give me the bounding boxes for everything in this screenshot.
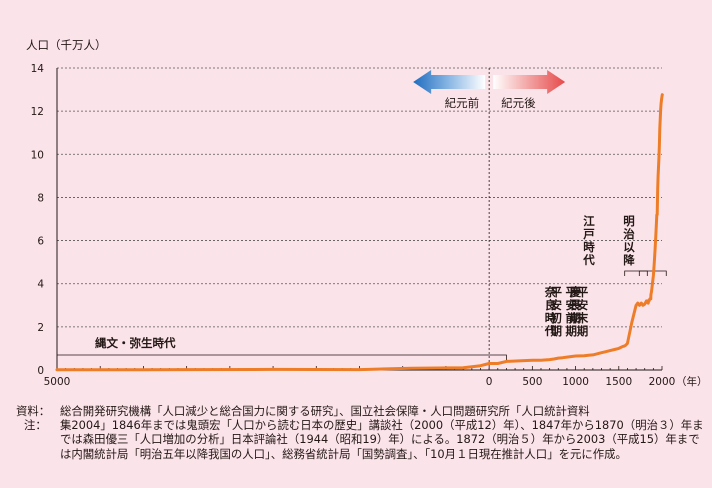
note-label: 注： <box>24 418 47 433</box>
bc-arrow <box>413 70 486 94</box>
meiji-label: 降 <box>623 253 635 267</box>
keicho-label: 慶 <box>570 285 582 299</box>
source-row: 資料： 総合開発研究機構「人口減少と総合国力に関する研究」、国立社会保障・人口問… <box>16 404 706 418</box>
heian-late-label: 期 <box>577 324 589 338</box>
heian-early-label: 平 <box>551 285 563 299</box>
source-label: 資料： <box>16 404 51 418</box>
heian-first-label: 前 <box>565 311 577 325</box>
heian-late-label: 末 <box>577 311 589 325</box>
heian-first-label: 平 <box>565 285 577 299</box>
heian-late-label: 平 <box>577 285 589 299</box>
x-tick-label: 0 <box>486 376 493 388</box>
note-row: 注： 集2004」1846年までは鬼頭宏「人口から読む日本の歴史」講談社（200… <box>16 418 706 461</box>
x-tick-label: 2000 <box>649 376 676 388</box>
meiji-label: 明 <box>623 214 635 228</box>
y-tick-label: 12 <box>31 106 44 118</box>
y-tick-label: 0 <box>37 365 44 377</box>
notes-block: 資料： 総合開発研究機構「人口減少と総合国力に関する研究」、国立社会保障・人口問… <box>16 404 706 461</box>
y-tick-label: 14 <box>31 63 45 75</box>
ad-arrow <box>493 70 566 94</box>
edo-label: 戸 <box>583 227 595 241</box>
x-tick-label: 500 <box>522 376 542 388</box>
nara-label: 時 <box>545 311 557 325</box>
nara-label: 奈 <box>544 285 557 299</box>
y-tick-label: 2 <box>37 322 44 334</box>
heian-first-label: 期 <box>565 324 577 338</box>
edo-label: 江 <box>583 214 595 228</box>
jomon-yayoi-label: 縄文・弥生時代 <box>95 336 176 350</box>
heian-early-label: 初 <box>551 311 563 325</box>
heian-late-label: 安 <box>577 298 589 312</box>
y-tick-label: 4 <box>37 279 44 291</box>
keicho-label: 長 <box>570 298 582 312</box>
heian-early-label: 安 <box>551 298 563 312</box>
y-tick-label: 10 <box>31 149 44 161</box>
jomon-yayoi-bracket <box>56 354 507 360</box>
ad-label: 紀元後 <box>501 96 536 110</box>
x-tick-label: 5000 <box>44 376 71 388</box>
edo-label: 代 <box>582 253 595 267</box>
edo-label: 時 <box>583 240 595 254</box>
nara-label: 代 <box>544 324 557 338</box>
meiji-label: 治 <box>623 227 635 241</box>
heian-first-label: 安 <box>565 298 577 312</box>
y-axis-label: 人口（千万人） <box>26 38 107 52</box>
x-tick-label: 1500 <box>605 376 632 388</box>
y-tick-label: 8 <box>37 192 44 204</box>
note-text: 集2004」1846年までは鬼頭宏「人口から読む日本の歴史」講談社（2000（平… <box>60 418 704 461</box>
x-tick-label: 1000 <box>562 376 589 388</box>
bc-label: 紀元前 <box>445 96 480 110</box>
x-axis-unit: （年） <box>676 375 708 388</box>
edo-bracket <box>624 270 648 276</box>
population-series-line <box>55 93 664 372</box>
meiji-label: 以 <box>623 240 635 254</box>
y-tick-label: 6 <box>37 236 44 248</box>
source-text: 総合開発研究機構「人口減少と総合国力に関する研究」、国立社会保障・人口問題研究所… <box>60 404 590 418</box>
keicho-label: 期 <box>570 311 582 325</box>
nara-label: 良 <box>545 298 557 312</box>
heian-early-label: 期 <box>551 324 563 338</box>
